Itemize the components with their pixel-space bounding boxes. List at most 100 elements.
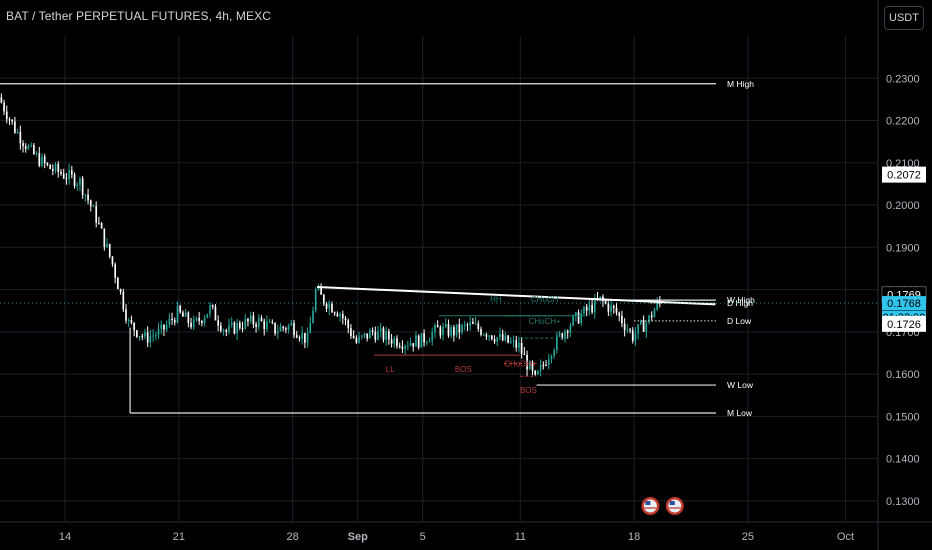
candle-body xyxy=(474,323,477,325)
currency-button[interactable]: USDT xyxy=(884,6,924,30)
x-tick-label: Sep xyxy=(348,531,368,543)
candle-body xyxy=(14,121,16,133)
candle-body xyxy=(371,330,374,332)
candle-body xyxy=(19,131,22,144)
candle-body xyxy=(103,228,106,247)
candle-body xyxy=(507,335,509,343)
candle-body xyxy=(631,330,634,341)
candle-body xyxy=(425,342,428,344)
structure-label: BOS xyxy=(520,386,537,395)
candle-body xyxy=(35,153,38,155)
candle-body xyxy=(325,303,328,309)
candle-body xyxy=(488,335,490,337)
candle-body xyxy=(496,337,499,342)
candle-body xyxy=(588,304,591,311)
candle-body xyxy=(637,324,640,334)
candle-body xyxy=(62,173,65,179)
y-tick-label: 0.1600 xyxy=(886,369,920,381)
candle-body xyxy=(176,305,179,323)
candle-body xyxy=(60,171,62,174)
candle-body xyxy=(41,156,43,166)
candle-body xyxy=(396,338,398,347)
candle-body xyxy=(512,340,515,342)
candle-body xyxy=(171,318,173,320)
candle-body xyxy=(184,312,187,317)
candle-body xyxy=(336,313,339,317)
price-badge-label: 0.2072 xyxy=(887,170,921,182)
y-tick-label: 0.2300 xyxy=(886,73,920,85)
candle-body xyxy=(453,327,455,336)
candle-body xyxy=(298,337,301,339)
candle-body xyxy=(27,145,30,149)
candle-body xyxy=(106,243,108,247)
candle-body xyxy=(477,323,480,330)
structure-label: CHoCH xyxy=(531,295,559,304)
event-flag-icon-canton xyxy=(669,501,675,505)
candle-body xyxy=(225,330,228,332)
candle-body xyxy=(0,97,3,103)
candle-body xyxy=(95,206,98,223)
candle-body xyxy=(5,111,8,120)
candle-body xyxy=(152,335,154,337)
candle-body xyxy=(542,364,545,366)
candle-body xyxy=(333,312,336,314)
candle-body xyxy=(33,145,35,155)
candle-body xyxy=(190,322,192,328)
candle-body xyxy=(556,335,558,351)
candle-body xyxy=(100,223,103,229)
candle-body xyxy=(358,336,360,343)
structure-label: CHoCH+ xyxy=(504,360,537,369)
candle-body xyxy=(431,332,434,341)
candle-body xyxy=(501,333,504,341)
candle-body xyxy=(423,333,425,343)
candle-body xyxy=(179,305,182,313)
candle-body xyxy=(81,178,84,195)
candle-body xyxy=(73,174,76,187)
candle-body xyxy=(203,317,206,323)
level-label-m-high: M High xyxy=(727,79,754,89)
level-label-w-high: W High xyxy=(727,295,755,305)
candle-body xyxy=(350,328,352,337)
candle-body xyxy=(260,317,263,322)
candle-body xyxy=(515,340,518,348)
candle-body xyxy=(11,119,14,122)
candle-body xyxy=(499,333,501,338)
candle-body xyxy=(599,296,602,300)
candle-body xyxy=(580,313,583,324)
x-tick-label: 18 xyxy=(628,531,640,543)
candle-body xyxy=(89,200,92,207)
candle-body xyxy=(412,343,415,347)
candle-body xyxy=(287,325,290,330)
candle-body xyxy=(509,341,512,343)
candle-body xyxy=(585,306,588,311)
candle-body xyxy=(3,102,5,112)
price-badge-label: 0.1768 xyxy=(887,298,921,310)
candle-body xyxy=(173,319,176,323)
x-tick-label: 21 xyxy=(173,531,185,543)
candle-body xyxy=(255,324,257,328)
candle-body xyxy=(54,164,57,171)
candle-body xyxy=(49,164,51,169)
candle-body xyxy=(293,323,295,336)
structure-label: HH xyxy=(490,295,502,304)
candle-body xyxy=(274,322,276,334)
candle-body xyxy=(482,334,485,336)
candle-body xyxy=(539,364,542,371)
candle-body xyxy=(469,321,472,326)
candle-body xyxy=(447,324,450,336)
candle-body xyxy=(458,324,461,333)
structure-label: CHoCH+ xyxy=(529,317,562,326)
candle-body xyxy=(352,336,355,339)
candle-body xyxy=(322,294,325,304)
candle-body xyxy=(553,350,556,356)
candle-body xyxy=(550,355,553,360)
candle-body xyxy=(328,303,331,309)
candle-body xyxy=(138,336,141,338)
candle-body xyxy=(271,321,274,323)
candle-body xyxy=(491,335,493,340)
candle-body xyxy=(610,305,612,312)
candle-body xyxy=(390,339,393,344)
candle-body xyxy=(312,310,314,324)
candle-body xyxy=(466,324,469,326)
